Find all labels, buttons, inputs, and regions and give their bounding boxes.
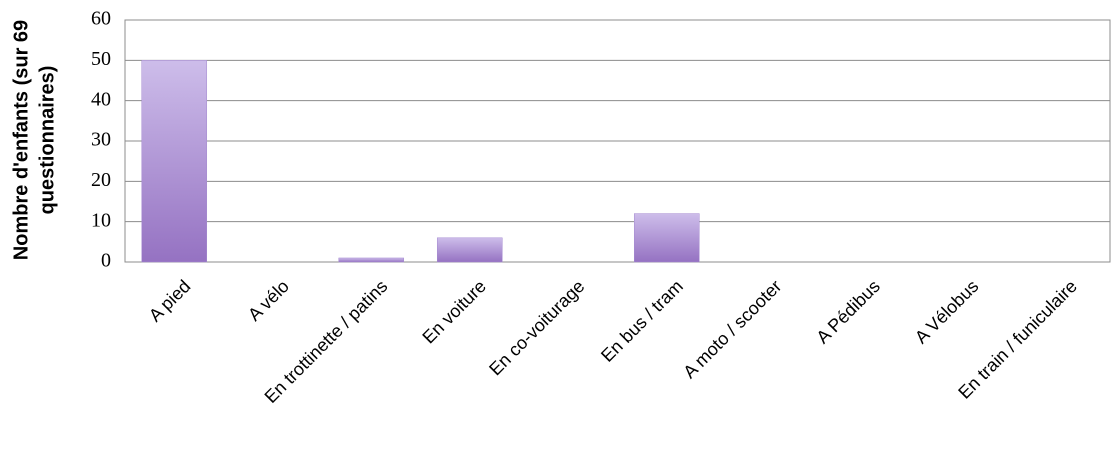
y-axis-label: Nombre d'enfants (sur 69 [10, 20, 32, 260]
y-tick-label: 40 [91, 88, 111, 110]
y-tick-label: 50 [91, 48, 111, 70]
x-tick-label: A moto / scooter [679, 276, 785, 382]
x-tick-label: En bus / tram [597, 276, 687, 366]
y-tick-label: 60 [91, 8, 111, 30]
y-tick-label: 10 [91, 209, 111, 231]
y-tick-label: 20 [91, 169, 111, 191]
bar [141, 60, 208, 263]
x-tick-label: A pied [145, 276, 195, 326]
bar [436, 237, 503, 263]
bar [633, 213, 700, 263]
x-tick-label: En voiture [418, 276, 489, 347]
bar [338, 257, 405, 263]
x-tick-label: A Pédibus [812, 276, 883, 347]
y-tick-label: 0 [101, 250, 111, 272]
y-tick-label: 30 [91, 129, 111, 151]
y-axis-label: questionnaires) [36, 66, 58, 215]
x-tick-label: A Vélobus [911, 276, 982, 347]
x-tick-label: En co-voiturage [485, 276, 588, 379]
x-tick-label: A vélo [244, 276, 293, 325]
